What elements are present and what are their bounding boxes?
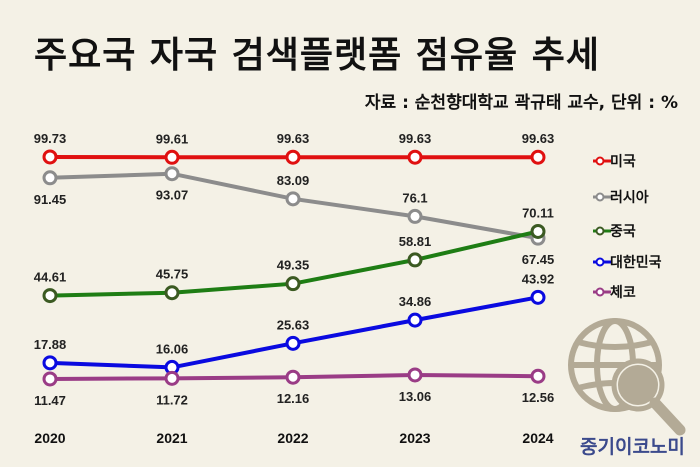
data-label: 43.92: [522, 271, 555, 286]
data-label: 34.86: [399, 294, 432, 309]
data-label: 99.63: [522, 131, 555, 146]
data-point: [407, 208, 423, 224]
x-tick-label: 2022: [277, 430, 308, 446]
data-label: 45.75: [156, 267, 189, 282]
data-label: 76.1: [402, 190, 427, 205]
legend-marker: [595, 226, 605, 236]
data-label: 49.35: [277, 258, 310, 273]
series-0: 99.73 99.61 99.63 99.63 99.63: [34, 131, 555, 165]
series-line: [49, 295, 539, 370]
data-label: 11.72: [156, 392, 188, 407]
legend-label: 체코: [610, 285, 636, 301]
data-point: [407, 367, 423, 383]
data-point: [42, 371, 58, 387]
data-point: [285, 335, 301, 351]
legend-label: 미국: [610, 154, 636, 170]
data-label: 99.73: [34, 131, 67, 146]
data-label: 13.06: [399, 389, 432, 404]
data-point: [407, 252, 423, 268]
data-point: [285, 149, 301, 165]
data-point: [530, 368, 546, 384]
data-label: 44.61: [34, 270, 67, 285]
data-point: [407, 312, 423, 328]
data-label: 12.16: [277, 391, 310, 406]
data-point: [285, 276, 301, 292]
data-label: 16.06: [156, 341, 189, 356]
legend-label: 러시아: [610, 189, 649, 206]
data-label: 67.45: [522, 252, 555, 267]
data-point: [42, 149, 58, 165]
legend-item-3: 대한민국: [593, 254, 662, 271]
series-4: 11.47 11.72 12.16 13.06 12.56: [34, 367, 555, 408]
legend-item-0: 미국: [593, 154, 636, 170]
data-label: 99.61: [156, 131, 189, 146]
data-point: [164, 166, 180, 182]
legend-item-1: 러시아: [593, 189, 649, 206]
data-point: [164, 370, 180, 386]
legend-item-2: 중국: [593, 224, 636, 240]
x-tick-label: 2020: [34, 430, 65, 446]
data-point: [530, 149, 546, 165]
data-point: [407, 149, 423, 165]
data-point: [164, 149, 180, 165]
data-label: 58.81: [399, 234, 432, 249]
data-label: 91.45: [34, 192, 67, 207]
data-label: 83.09: [277, 173, 310, 188]
data-point: [42, 288, 58, 304]
legend-label: 대한민국: [610, 254, 662, 271]
data-point: [164, 285, 180, 301]
legend-marker: [595, 192, 605, 202]
legend-marker: [595, 287, 605, 297]
legend-item-4: 체코: [593, 285, 636, 301]
series-2: 44.61 45.75 49.35 58.81 70.11: [34, 205, 554, 304]
source-note: 자료 : 순천향대학교 곽규태 교수, 단위 : %: [364, 93, 678, 113]
data-point: [530, 223, 546, 239]
data-point: [285, 191, 301, 207]
legend-label: 중국: [610, 224, 636, 240]
series-1: 91.45 93.07 83.09 76.1 67.45: [34, 166, 555, 267]
data-label: 93.07: [156, 188, 189, 203]
data-label: 17.88: [34, 337, 67, 352]
data-label: 99.63: [277, 131, 310, 146]
chart-title: 주요국 자국 검색플랫폼 점유율 추세: [34, 35, 600, 76]
x-tick-label: 2023: [399, 430, 430, 446]
data-point: [530, 289, 546, 305]
data-label: 12.56: [522, 390, 555, 405]
series-3: 17.88 16.06 25.63 34.86 43.92: [34, 271, 555, 375]
data-label: 70.11: [522, 205, 554, 220]
data-point: [42, 355, 58, 371]
data-label: 11.47: [34, 393, 66, 408]
brand-logo-text: 중기이코노미: [580, 436, 685, 458]
data-label: 99.63: [399, 131, 432, 146]
globe-magnifier-icon: [568, 318, 686, 436]
data-label: 25.63: [277, 317, 310, 332]
x-tick-label: 2024: [522, 430, 553, 446]
data-point: [285, 369, 301, 385]
x-tick-label: 2021: [156, 430, 187, 446]
legend-marker: [595, 156, 605, 166]
data-point: [42, 170, 58, 186]
legend-marker: [595, 257, 605, 267]
